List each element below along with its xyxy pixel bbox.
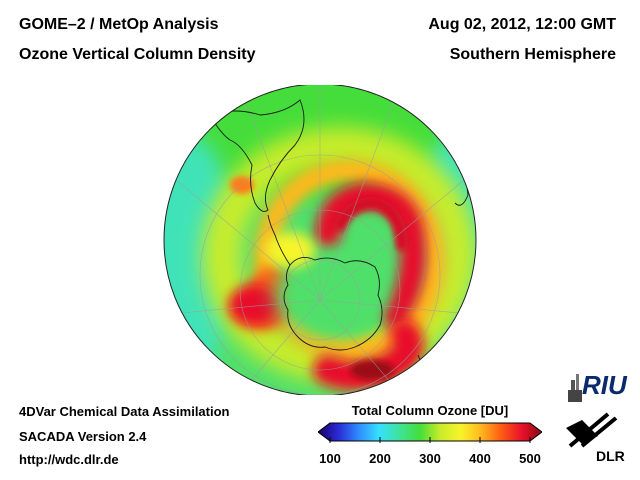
ozone-high-pacific-core: [334, 196, 408, 251]
ozone-high-pacific-arc: [315, 181, 427, 328]
ozone-high-atlantic-core: [229, 285, 281, 325]
footer-line-2: SACADA Version 2.4: [19, 429, 147, 444]
colorbar-tick-label: 400: [469, 451, 491, 466]
dlr-logo-text: DLR: [596, 448, 625, 464]
colorbar-tick-marks: [329, 437, 531, 443]
dlr-emblem-icon: [566, 412, 618, 448]
colorbar-tick-label: 300: [419, 451, 441, 466]
colorbar-tick-label: 500: [519, 451, 541, 466]
ozone-high-indian-core: [350, 360, 394, 380]
antarctic-peninsula: [267, 214, 291, 266]
ozone-yellow-weddell: [265, 232, 315, 268]
ozone-high-indian-ocean: [313, 320, 424, 391]
south-america-coast: [209, 99, 305, 212]
date-label: Aug 02, 2012, 12:00 GMT: [428, 16, 616, 33]
colorbar-title: Total Column Ozone [DU]: [351, 403, 509, 418]
region-label: Southern Hemisphere: [449, 46, 616, 63]
riu-logo: RIU: [565, 370, 635, 406]
graticule: [164, 85, 476, 395]
ozone-field-orange-ring: [254, 159, 446, 361]
globe-outline: [163, 85, 477, 395]
footer-url[interactable]: http://wdc.dlr.de: [19, 452, 119, 467]
title-line-1: GOME–2 / MetOp Analysis: [19, 16, 219, 33]
colorbar-tick-label: 200: [369, 451, 391, 466]
footer-line-1: 4DVar Chemical Data Assimilation: [19, 404, 230, 419]
colorbar-tick-label: 100: [319, 451, 341, 466]
ozone-low-antarctica: [275, 253, 385, 337]
antarctica-coast: [283, 256, 383, 351]
ozone-map: [163, 85, 477, 395]
title-line-2: Ozone Vertical Column Density: [19, 46, 256, 63]
colorbar: [318, 422, 542, 443]
riu-logo-text: RIU: [582, 370, 627, 400]
dlr-logo: [562, 410, 622, 468]
riu-tower-icon: [568, 374, 582, 402]
